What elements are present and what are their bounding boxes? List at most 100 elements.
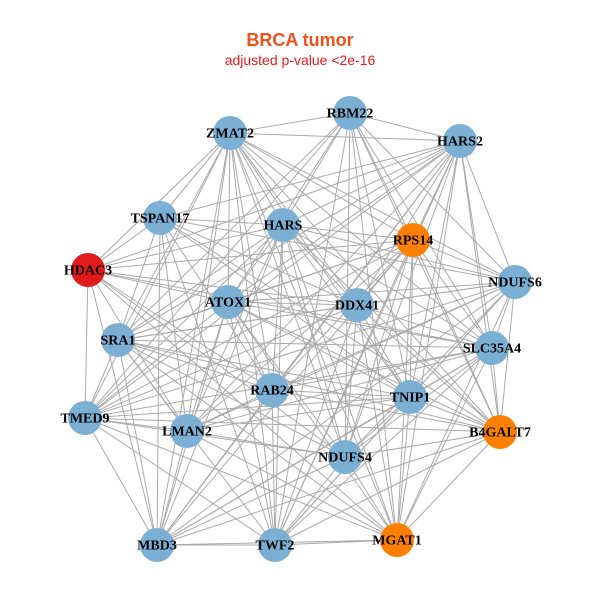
node-circle[interactable] [68, 401, 102, 435]
edge-DDX41-SLC35A4 [356, 304, 493, 349]
edge-RBM22-ATOX1 [227, 112, 351, 303]
node-label: HARS2 [437, 135, 483, 150]
edge-RPS14-NDUFS4 [344, 239, 414, 458]
node-ndufs6[interactable]: NDUFS6 [488, 265, 542, 299]
node-tspan17[interactable]: TSPAN17 [131, 201, 190, 235]
node-circle[interactable] [211, 285, 245, 319]
edge-TSPAN17-HARS [159, 217, 284, 226]
edge-HARS-NDUFS4 [282, 224, 346, 458]
edge-RPS14-NDUFS6 [412, 239, 516, 283]
node-circle[interactable] [140, 528, 174, 562]
edge-ATOX1-DDX41 [227, 301, 358, 306]
edge-HARS2-LMAN2 [186, 140, 461, 432]
node-lman2[interactable]: LMAN2 [162, 414, 212, 448]
node-circle[interactable] [483, 415, 517, 449]
node-label: RBM22 [327, 107, 374, 122]
node-ddx41[interactable]: DDX41 [335, 288, 379, 322]
node-label: NDUFS6 [488, 276, 542, 291]
edge-HDAC3-MBD3 [87, 269, 158, 546]
edge-RBM22-HARS [282, 112, 351, 226]
node-ndufs4[interactable]: NDUFS4 [318, 440, 372, 474]
edge-TNIP1-MBD3 [156, 396, 411, 546]
edge-HDAC3-ATOX1 [87, 269, 229, 303]
node-circle[interactable] [71, 253, 105, 287]
node-mgat1[interactable]: MGAT1 [372, 523, 422, 557]
node-hdac3[interactable]: HDAC3 [64, 253, 112, 287]
node-circle[interactable] [380, 523, 414, 557]
edge-RPS14-TNIP1 [409, 239, 414, 398]
edge-TMED9-MGAT1 [84, 417, 398, 541]
edge-LMAN2-NDUFS4 [186, 430, 346, 458]
edge-LMAN2-MGAT1 [186, 430, 398, 541]
node-label: LMAN2 [162, 425, 212, 440]
node-circle[interactable] [170, 414, 204, 448]
node-rbm22[interactable]: RBM22 [327, 96, 374, 130]
edge-ATOX1-MGAT1 [227, 301, 398, 541]
node-circle[interactable] [340, 288, 374, 322]
node-label: TWF2 [256, 539, 295, 554]
edge-DDX41-NDUFS4 [344, 304, 358, 458]
node-hars[interactable]: HARS [264, 208, 303, 242]
node-rps14[interactable]: RPS14 [393, 223, 433, 257]
node-circle[interactable] [328, 440, 362, 474]
node-circle[interactable] [258, 528, 292, 562]
edge-B4GALT7-NDUFS4 [344, 431, 501, 458]
edge-TMED9-B4GALT7 [84, 417, 501, 433]
node-mbd3[interactable]: MBD3 [137, 528, 177, 562]
edge-ATOX1-B4GALT7 [227, 301, 501, 433]
node-label: MGAT1 [372, 534, 422, 549]
node-sra1[interactable]: SRA1 [100, 323, 136, 357]
edge-TSPAN17-DDX41 [159, 217, 358, 306]
node-circle[interactable] [393, 380, 427, 414]
node-b4galt7[interactable]: B4GALT7 [469, 415, 531, 449]
edge-HARS-NDUFS6 [282, 224, 516, 283]
edge-HARS2-TMED9 [84, 140, 461, 419]
node-circle[interactable] [213, 116, 247, 150]
node-circle[interactable] [255, 373, 289, 407]
edge-ZMAT2-HARS2 [229, 132, 461, 142]
edge-SRA1-NDUFS4 [117, 339, 346, 458]
edge-NDUFS6-LMAN2 [186, 281, 516, 432]
node-atox1[interactable]: ATOX1 [205, 285, 251, 319]
node-slc35a4[interactable]: SLC35A4 [463, 331, 521, 365]
edge-NDUFS4-TWF2 [274, 456, 346, 546]
edges-layer [84, 112, 516, 546]
node-hars2[interactable]: HARS2 [437, 124, 483, 158]
edge-DDX41-TNIP1 [356, 304, 411, 398]
edge-B4GALT7-MGAT1 [396, 431, 501, 541]
node-circle[interactable] [443, 124, 477, 158]
edge-HARS2-B4GALT7 [459, 140, 501, 433]
figure-subtitle: adjusted p-value <2e-16 [224, 52, 376, 68]
node-circle[interactable] [333, 96, 367, 130]
edge-RPS14-HDAC3 [87, 239, 414, 271]
edge-ATOX1-NDUFS4 [227, 301, 346, 458]
edge-TWF2-MGAT1 [274, 539, 398, 546]
node-circle[interactable] [143, 201, 177, 235]
node-rab24[interactable]: RAB24 [250, 373, 294, 407]
node-label: NDUFS4 [318, 451, 372, 466]
node-tmed9[interactable]: TMED9 [61, 401, 110, 435]
edge-NDUFS6-ATOX1 [227, 281, 516, 303]
edge-RBM22-NDUFS6 [349, 112, 516, 283]
node-circle[interactable] [266, 208, 300, 242]
edge-HARS-DDX41 [282, 224, 358, 306]
node-circle[interactable] [101, 323, 135, 357]
node-twf2[interactable]: TWF2 [256, 528, 295, 562]
edge-SRA1-RAB24 [117, 339, 273, 391]
node-label: HARS [264, 219, 303, 234]
node-circle[interactable] [475, 331, 509, 365]
edge-HARS-TMED9 [84, 224, 284, 419]
edge-HARS2-DDX41 [356, 140, 461, 306]
edge-B4GALT7-MBD3 [156, 431, 501, 546]
node-circle[interactable] [498, 265, 532, 299]
node-circle[interactable] [396, 223, 430, 257]
edge-TMED9-NDUFS4 [84, 417, 346, 458]
edge-ZMAT2-TSPAN17 [159, 132, 231, 219]
edge-HARS-HDAC3 [87, 224, 284, 271]
edge-RBM22-HARS2 [349, 112, 461, 142]
edge-RBM22-ZMAT2 [229, 112, 351, 134]
node-tnip1[interactable]: TNIP1 [390, 380, 430, 414]
node-zmat2[interactable]: ZMAT2 [206, 116, 254, 150]
edge-RBM22-B4GALT7 [349, 112, 501, 433]
